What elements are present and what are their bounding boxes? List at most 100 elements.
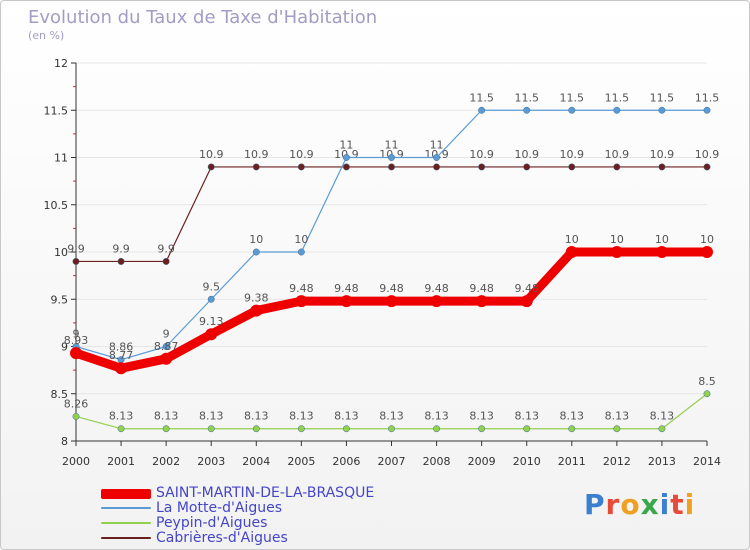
data-label-la_motte: 11 — [339, 139, 353, 152]
data-point-peypin — [613, 425, 621, 433]
y-tick-label: 8 — [61, 435, 68, 448]
y-tick-label: 10 — [54, 246, 68, 259]
data-label-saint_martin: 9.48 — [379, 282, 404, 295]
x-tick-label: 2011 — [558, 455, 586, 468]
data-point-la_motte — [342, 154, 350, 161]
data-point-la_motte — [433, 154, 441, 161]
data-point-peypin — [388, 425, 395, 433]
data-point-la_motte — [523, 106, 531, 114]
data-label-la_motte: 11.5 — [469, 91, 494, 104]
data-point-cabrieres — [388, 163, 395, 171]
data-point-cabrieres — [703, 163, 711, 171]
x-tick-label: 2001 — [107, 455, 135, 468]
y-tick-label: 12 — [54, 57, 68, 70]
x-tick-label: 2005 — [287, 455, 315, 468]
data-point-la_motte — [297, 248, 305, 256]
data-label-peypin: 8.13 — [379, 410, 404, 423]
data-label-peypin: 8.13 — [154, 410, 179, 423]
data-point-cabrieres — [613, 163, 621, 171]
data-point-cabrieres — [433, 163, 441, 171]
data-label-peypin: 8.13 — [289, 410, 314, 423]
data-label-saint_martin: 9.48 — [469, 282, 494, 295]
data-point-cabrieres — [252, 163, 260, 171]
data-point-cabrieres — [568, 163, 576, 171]
y-tick-label: 11 — [54, 152, 68, 165]
data-point-peypin — [478, 425, 486, 433]
data-label-la_motte: 11.5 — [514, 91, 539, 104]
proxiti-logo: Proxiti — [584, 488, 696, 521]
data-label-cabrieres: 10.9 — [514, 148, 539, 161]
data-point-cabrieres — [478, 163, 486, 171]
x-tick-label: 2003 — [197, 455, 225, 468]
x-tick-label: 2007 — [378, 455, 406, 468]
data-label-peypin: 8.26 — [64, 397, 89, 410]
legend-swatch-la-motte — [101, 507, 151, 509]
data-label-la_motte: 11.5 — [605, 91, 630, 104]
data-label-saint_martin: 9.13 — [199, 315, 224, 328]
data-point-cabrieres — [658, 163, 666, 171]
y-tick-label: 9.5 — [51, 293, 69, 306]
data-label-peypin: 8.5 — [698, 375, 716, 388]
data-label-cabrieres: 10.9 — [199, 148, 224, 161]
data-point-peypin — [703, 390, 711, 398]
data-point-la_motte — [658, 106, 666, 114]
data-label-saint_martin: 9.48 — [514, 282, 539, 295]
data-label-cabrieres: 9.9 — [157, 242, 175, 255]
data-label-la_motte: 10 — [249, 233, 263, 246]
data-point-peypin — [658, 425, 666, 433]
data-label-saint_martin: 9.48 — [424, 282, 449, 295]
data-point-la_motte — [252, 248, 260, 256]
data-label-saint_martin: 10 — [610, 233, 624, 246]
data-point-la_motte — [478, 106, 486, 114]
data-label-la_motte: 10 — [294, 233, 308, 246]
data-label-saint_martin: 9.48 — [334, 282, 359, 295]
data-label-cabrieres: 10.9 — [605, 148, 630, 161]
data-label-la_motte: 11 — [385, 139, 399, 152]
data-point-peypin — [207, 425, 215, 433]
data-label-saint_martin: 9.48 — [289, 282, 314, 295]
data-label-cabrieres: 10.9 — [650, 148, 675, 161]
legend-label-saint-martin: SAINT-MARTIN-DE-LA-BRASQUE — [156, 485, 375, 501]
data-point-peypin — [252, 425, 260, 433]
data-point-saint_martin — [115, 362, 128, 375]
data-label-cabrieres: 10.9 — [289, 148, 314, 161]
x-tick-label: 2004 — [242, 455, 270, 468]
data-point-saint_martin — [565, 246, 578, 258]
x-tick-label: 2010 — [513, 455, 541, 468]
x-tick-label: 2002 — [152, 455, 180, 468]
x-tick-label: 2009 — [468, 455, 496, 468]
data-point-la_motte — [388, 154, 395, 161]
data-point-cabrieres — [297, 163, 305, 171]
data-label-peypin: 8.13 — [469, 410, 494, 423]
data-label-saint_martin: 10 — [565, 233, 579, 246]
data-point-peypin — [297, 425, 305, 433]
data-label-peypin: 8.13 — [560, 410, 585, 423]
data-point-saint_martin — [430, 295, 443, 308]
legend-swatch-saint-martin — [101, 489, 151, 499]
data-point-la_motte — [207, 295, 215, 303]
y-tick-label: 11.5 — [44, 104, 69, 117]
x-tick-label: 2012 — [603, 455, 631, 468]
legend-label-la-motte: La Motte-d'Aigues — [156, 500, 282, 516]
data-label-cabrieres: 10.9 — [560, 148, 585, 161]
x-tick-label: 2014 — [693, 455, 721, 468]
data-label-peypin: 8.13 — [244, 410, 269, 423]
y-tick-label: 9 — [61, 341, 68, 354]
data-label-la_motte: 9 — [73, 328, 80, 341]
data-point-la_motte — [613, 106, 621, 114]
data-point-saint_martin — [160, 352, 173, 365]
data-label-cabrieres: 10.9 — [469, 148, 494, 161]
data-label-cabrieres: 10.9 — [244, 148, 269, 161]
x-tick-label: 2006 — [332, 455, 360, 468]
chart-subtitle: (en %) — [28, 29, 65, 42]
data-point-cabrieres — [117, 258, 125, 265]
data-point-peypin — [162, 425, 170, 433]
x-tick-label: 2000 — [62, 455, 90, 468]
data-label-la_motte: 11.5 — [695, 91, 720, 104]
data-label-peypin: 8.13 — [650, 410, 675, 423]
data-point-la_motte — [162, 343, 170, 350]
data-point-saint_martin — [250, 304, 263, 317]
data-label-la_motte: 11.5 — [650, 91, 675, 104]
data-label-cabrieres: 10.9 — [695, 148, 720, 161]
